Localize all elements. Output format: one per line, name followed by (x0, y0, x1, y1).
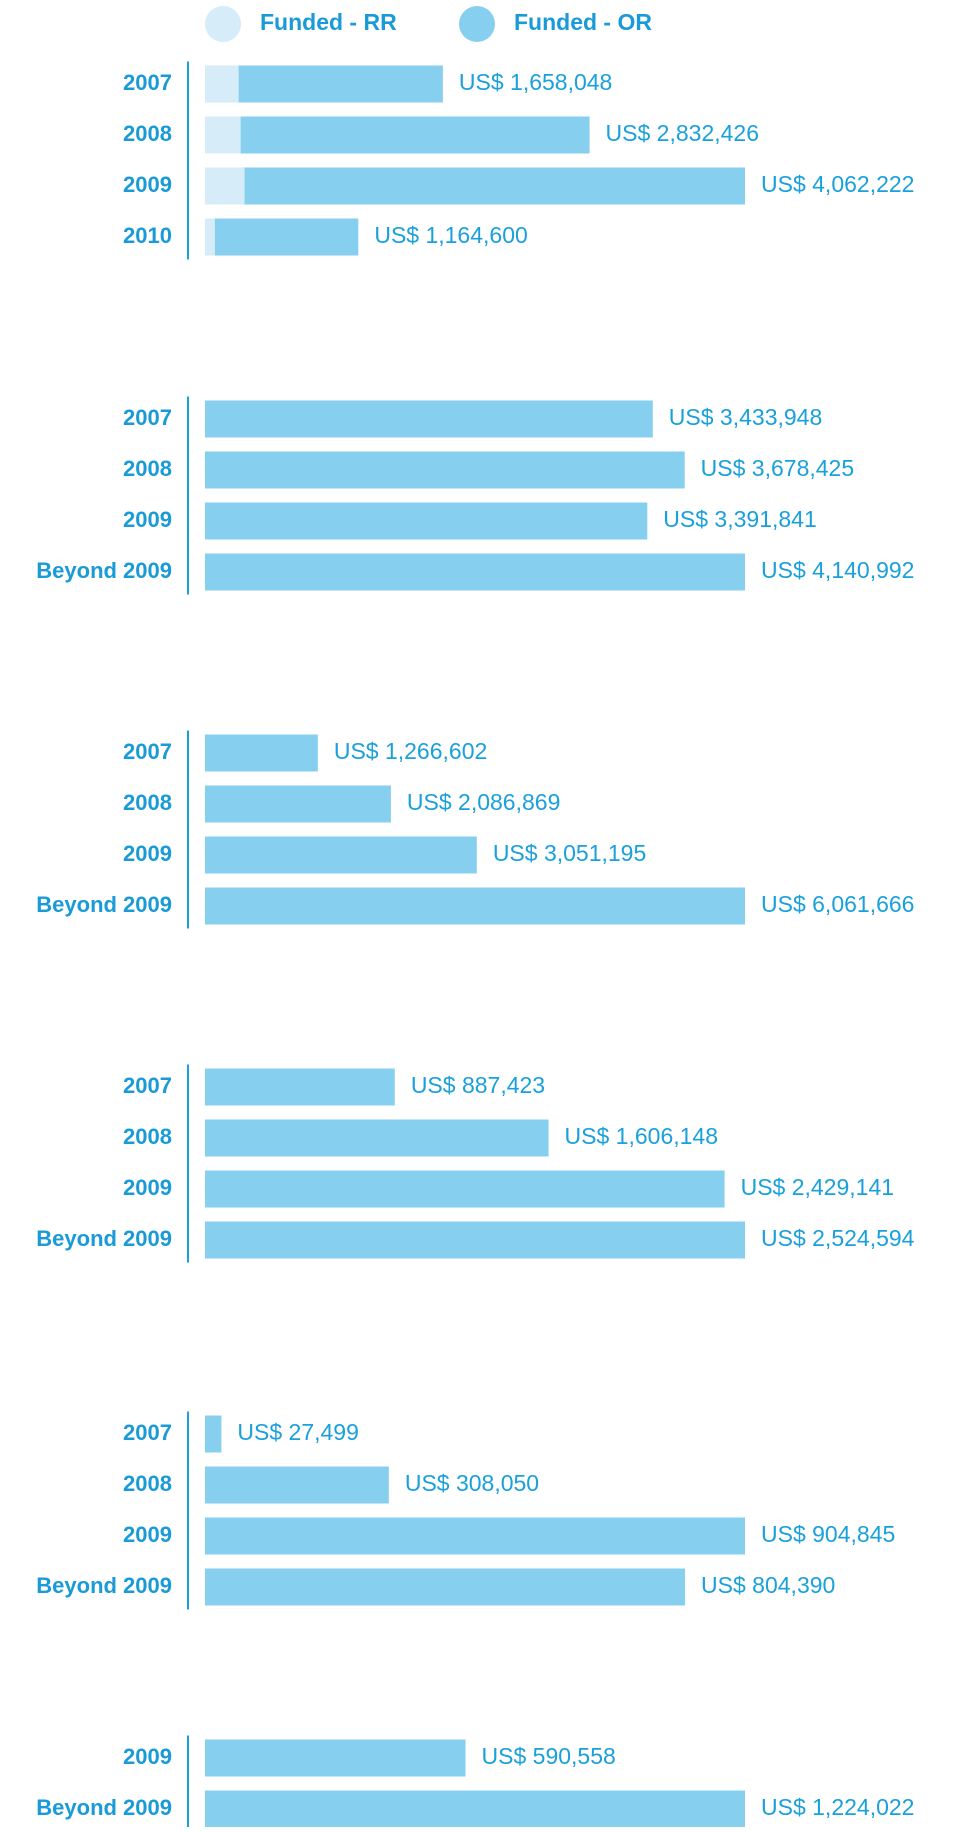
value-label: US$ 2,832,426 (606, 120, 759, 146)
category-label: Beyond 2009 (36, 892, 172, 917)
legend-swatch (459, 6, 495, 42)
value-label: US$ 1,606,148 (565, 1123, 718, 1149)
category-label: 2007 (123, 70, 172, 95)
bar (205, 167, 245, 205)
bar (205, 400, 653, 438)
bar (205, 1415, 222, 1453)
bar (205, 836, 477, 874)
bar (205, 887, 745, 925)
category-label: 2008 (123, 1471, 172, 1496)
value-label: US$ 6,061,666 (761, 891, 914, 917)
category-label: Beyond 2009 (36, 1226, 172, 1251)
category-label: 2009 (123, 1522, 172, 1547)
category-label: 2009 (123, 1744, 172, 1769)
category-label: Beyond 2009 (36, 1795, 172, 1820)
legend-label: Funded - RR (260, 9, 397, 35)
value-label: US$ 27,499 (237, 1419, 358, 1445)
value-label: US$ 1,266,602 (334, 738, 487, 764)
bar (214, 218, 359, 256)
category-label: Beyond 2009 (36, 1573, 172, 1598)
category-label: 2008 (123, 456, 172, 481)
value-label: US$ 3,391,841 (663, 506, 816, 532)
value-label: US$ 2,086,869 (407, 789, 560, 815)
bar (244, 167, 745, 205)
value-label: US$ 804,390 (701, 1572, 835, 1598)
category-label: 2009 (123, 1175, 172, 1200)
value-label: US$ 4,140,992 (761, 557, 914, 583)
category-label: 2010 (123, 223, 172, 248)
value-label: US$ 590,558 (482, 1743, 616, 1769)
category-label: 2008 (123, 1124, 172, 1149)
legend-swatch (205, 6, 241, 42)
bar (205, 1517, 745, 1555)
category-label: 2007 (123, 739, 172, 764)
value-label: US$ 3,678,425 (701, 455, 854, 481)
category-label: 2007 (123, 1073, 172, 1098)
category-label: 2009 (123, 507, 172, 532)
bar (205, 734, 318, 772)
value-label: US$ 1,164,600 (374, 222, 527, 248)
bar (205, 116, 241, 154)
bar (205, 502, 648, 540)
bar (205, 1466, 389, 1504)
value-label: US$ 2,524,594 (761, 1225, 915, 1251)
bar (205, 785, 391, 823)
category-label: 2008 (123, 121, 172, 146)
category-label: Beyond 2009 (36, 558, 172, 583)
category-label: 2007 (123, 1420, 172, 1445)
value-label: US$ 1,658,048 (459, 69, 612, 95)
category-label: 2009 (123, 172, 172, 197)
bar (238, 65, 443, 103)
value-label: US$ 1,224,022 (761, 1794, 914, 1820)
bar (205, 1739, 466, 1777)
value-label: US$ 904,845 (761, 1521, 895, 1547)
category-label: 2009 (123, 841, 172, 866)
value-label: US$ 887,423 (411, 1072, 545, 1098)
value-label: US$ 3,051,195 (493, 840, 646, 866)
bar (205, 1568, 686, 1606)
value-label: US$ 308,050 (405, 1470, 539, 1496)
bar (205, 65, 239, 103)
bar (205, 451, 685, 489)
category-label: 2008 (123, 790, 172, 815)
bar (205, 1221, 745, 1259)
value-label: US$ 2,429,141 (741, 1174, 894, 1200)
bar (205, 1790, 745, 1828)
bar (205, 1170, 725, 1208)
value-label: US$ 3,433,948 (669, 404, 822, 430)
bar (205, 553, 745, 591)
category-label: 2007 (123, 405, 172, 430)
bar (205, 1068, 395, 1106)
bar (205, 1119, 549, 1157)
value-label: US$ 4,062,222 (761, 171, 914, 197)
bar (240, 116, 590, 154)
legend-label: Funded - OR (514, 9, 652, 35)
bar (205, 218, 215, 256)
